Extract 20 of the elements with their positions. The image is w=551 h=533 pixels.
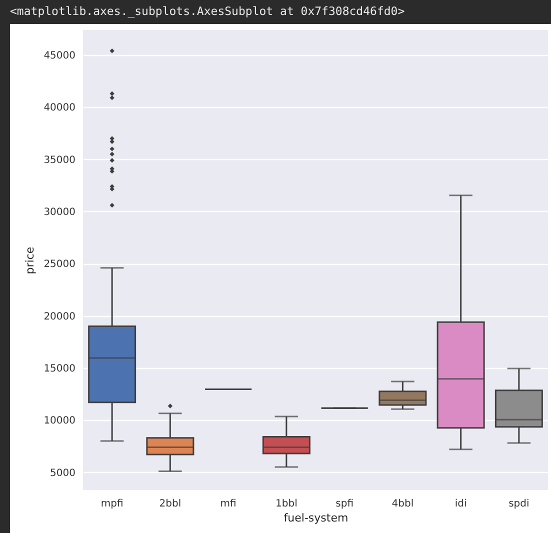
- y-tick-label: 35000: [44, 154, 76, 166]
- y-tick-label: 40000: [44, 102, 76, 114]
- text: <matplotlib.axes._subplots.AxesSubplot at 0x7f308cd46fd0>: [10, 4, 405, 20]
- y-axis-title: price: [24, 246, 37, 274]
- y-tick-label: 5000: [50, 468, 76, 479]
- x-tick-label: spdi: [508, 498, 530, 510]
- y-tick-label: 20000: [44, 311, 76, 322]
- x-tick-label: 2bbl: [159, 498, 182, 510]
- x-tick-label: mpfi: [100, 498, 124, 510]
- y-tick-label: 15000: [44, 363, 76, 374]
- x-tick-label: spfi: [336, 498, 354, 510]
- y-tick-label: 30000: [44, 206, 76, 218]
- x-tick-label: 4bbl: [392, 498, 414, 510]
- x-tick-label: 1bbl: [276, 498, 298, 510]
- x-tick-label: mfi: [220, 498, 236, 510]
- y-tick-label: 25000: [44, 259, 76, 270]
- x-axis-title: fuel-system: [284, 512, 348, 524]
- x-tick-label: idi: [454, 498, 467, 510]
- y-tick-label: 45000: [44, 50, 76, 62]
- y-tick-label: 10000: [44, 416, 76, 427]
